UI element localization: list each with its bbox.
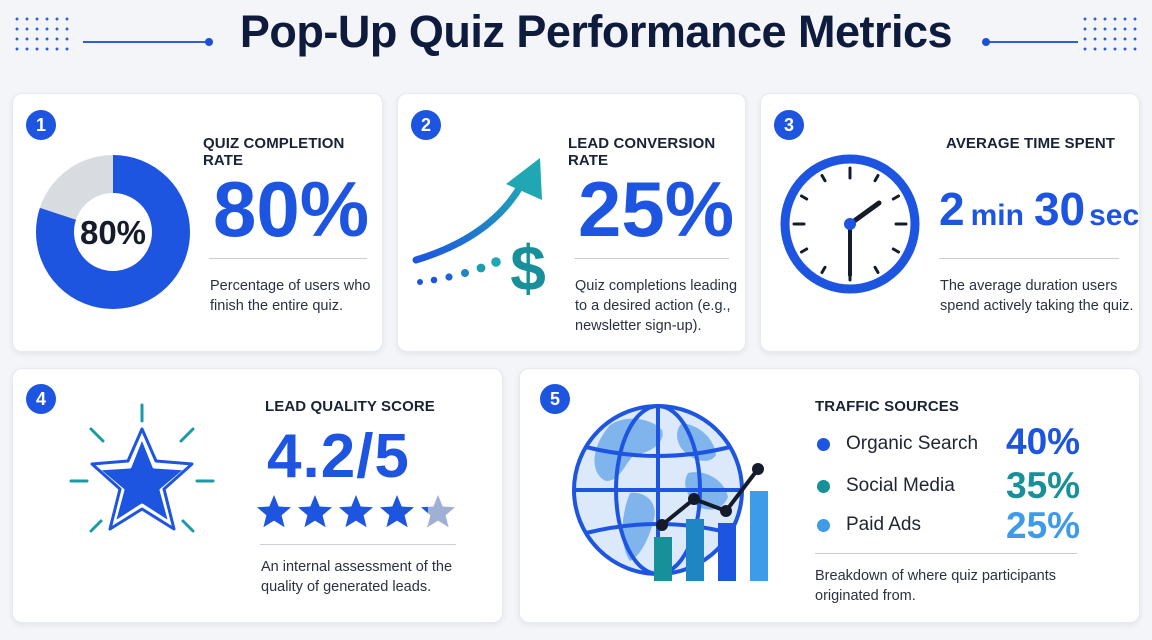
card-quiz-completion-rate: 1 80% QUIZ COMPLETION RATE 80% Percentag… <box>12 93 383 352</box>
metric-label: LEAD QUALITY SCORE <box>265 398 435 415</box>
metric-description: An internal assessment of the quality of… <box>261 559 453 595</box>
divider <box>939 258 1119 259</box>
title-divider-right <box>982 38 1078 46</box>
metric-value: 25% <box>578 165 735 253</box>
page-title: Pop-Up Quiz Performance Metrics <box>239 6 953 57</box>
card-number-badge: 5 <box>540 384 570 414</box>
card-number-badge: 4 <box>26 384 56 414</box>
metric-description: Breakdown of where quiz participants ori… <box>815 568 1056 604</box>
metric-description: Quiz completions leading to a desired ac… <box>575 278 738 334</box>
metric-value: 80% <box>213 165 370 253</box>
source-name: Organic Search <box>846 433 979 454</box>
growth-arrow-dollar-icon: $ <box>412 158 546 300</box>
metric-description: The average duration users spend activel… <box>940 278 1134 314</box>
rating-star <box>339 495 373 528</box>
card-average-time-spent: 3 AVERAGE TIME SPENT 2 min 30 sec The avera… <box>760 93 1140 352</box>
metric-label: QUIZ COMPLETION RATE <box>203 135 345 169</box>
source-value: 40% <box>1006 421 1081 462</box>
decorative-dots-left <box>12 14 72 56</box>
metric-value: 4.2/5 <box>267 422 410 491</box>
title-divider-left <box>83 38 213 46</box>
star-burst-icon <box>69 403 215 533</box>
source-name: Paid Ads <box>846 514 921 535</box>
traffic-source-organic-search: Organic Search <box>817 433 978 455</box>
svg-text:$: $ <box>510 232 546 300</box>
rating-star <box>421 495 455 528</box>
legend-dot <box>817 479 830 493</box>
rating-star <box>257 495 291 528</box>
divider <box>574 258 729 259</box>
globe-bar-chart-icon <box>572 404 768 581</box>
source-value: 25% <box>1006 505 1081 546</box>
metric-label: TRAFFIC SOURCES <box>815 398 959 415</box>
card-lead-conversion-rate: 2 $ LEAD CONVERSION RATE 25% Quiz comple… <box>397 93 746 352</box>
rating-star <box>298 495 332 528</box>
source-value: 35% <box>1006 465 1081 506</box>
card-number-badge: 1 <box>26 110 56 140</box>
card-traffic-sources: 5 TRAFFIC SOURCES Org <box>519 368 1140 623</box>
decorative-dots-right <box>1080 14 1140 56</box>
star-rating <box>257 495 455 528</box>
donut-center-label: 80% <box>80 214 146 251</box>
divider <box>209 258 367 259</box>
legend-dot <box>817 437 830 451</box>
rating-star <box>380 495 414 528</box>
card-lead-quality-score: 4 LEAD QUALITY SCORE 4.2/5 An internal a… <box>12 368 503 623</box>
donut-chart-icon: 80% <box>36 155 190 309</box>
divider <box>815 553 1077 554</box>
card-number-badge: 2 <box>411 110 441 140</box>
traffic-source-paid-ads: Paid Ads <box>817 514 921 536</box>
legend-dot <box>817 518 830 532</box>
metric-value: 2 min 30 sec <box>939 183 1140 235</box>
source-name: Social Media <box>846 475 955 496</box>
card-number-badge: 3 <box>774 110 804 140</box>
traffic-source-social-media: Social Media <box>817 475 955 497</box>
metric-label: AVERAGE TIME SPENT <box>946 135 1116 152</box>
metric-label: LEAD CONVERSION RATE <box>568 135 716 169</box>
metric-description: Percentage of users who finish the entir… <box>210 278 371 314</box>
divider <box>260 544 456 545</box>
clock-icon <box>780 154 920 294</box>
